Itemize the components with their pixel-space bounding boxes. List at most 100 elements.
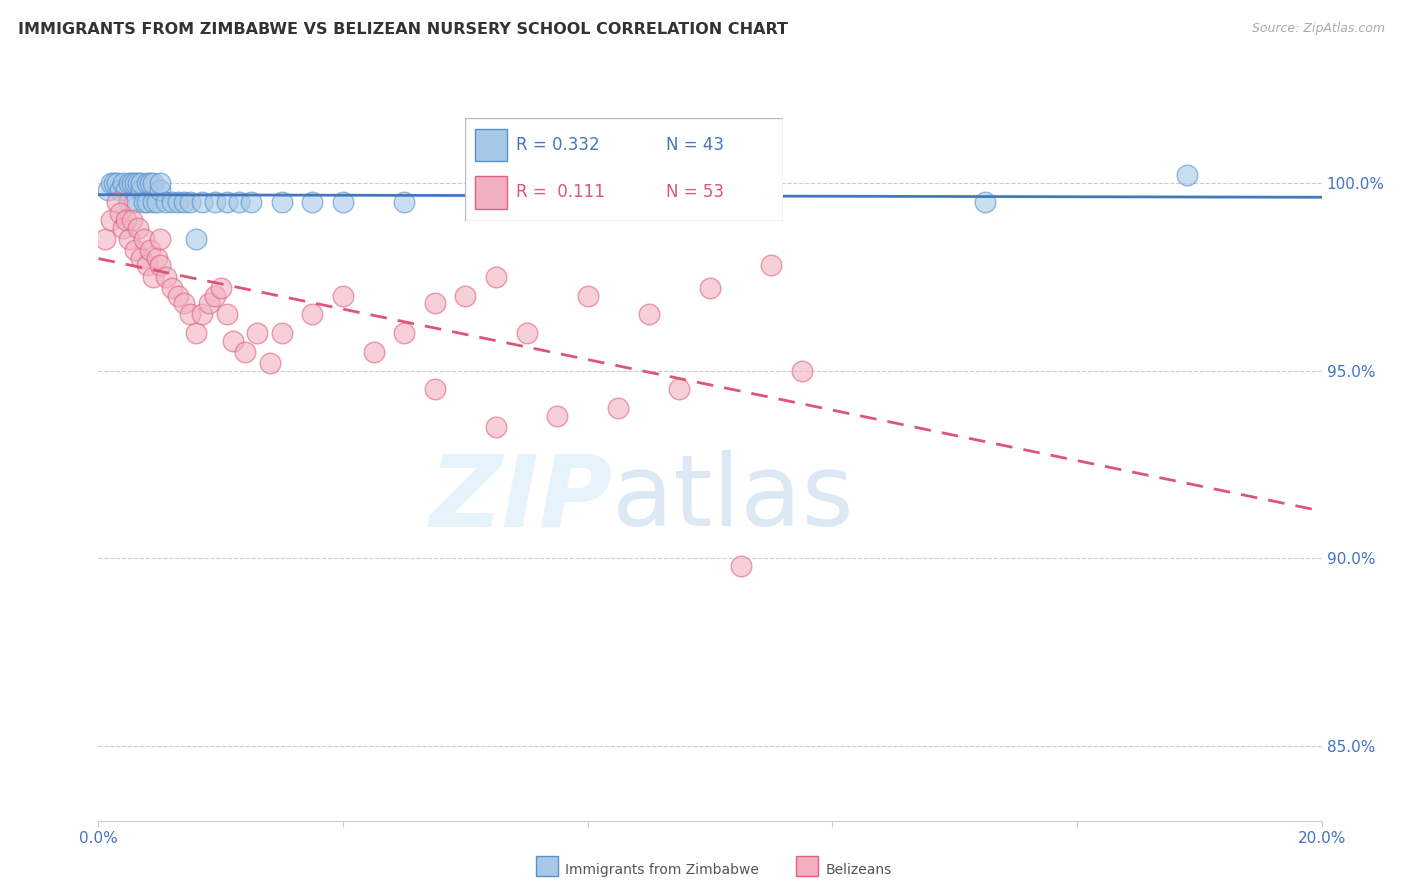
Point <box>103 176 125 190</box>
Point <box>485 269 508 284</box>
Point <box>124 176 146 190</box>
Point <box>155 269 177 284</box>
Point <box>97 184 120 198</box>
Point <box>173 194 195 209</box>
Point <box>115 184 138 198</box>
Point <box>638 194 661 209</box>
Point <box>270 326 294 340</box>
Point <box>301 194 323 209</box>
Point <box>136 259 159 273</box>
Point <box>118 232 141 246</box>
Point <box>392 326 416 340</box>
Point <box>607 401 630 415</box>
Point <box>108 206 131 220</box>
Point <box>668 382 690 396</box>
Point <box>129 184 152 198</box>
Point <box>233 344 256 359</box>
Point <box>142 269 165 284</box>
Text: Belizeans: Belizeans <box>825 863 891 877</box>
Point <box>149 259 172 273</box>
Point <box>546 409 568 423</box>
Point <box>179 194 201 209</box>
Point <box>121 176 143 190</box>
Point <box>516 326 538 340</box>
Point <box>100 176 122 190</box>
Point <box>142 194 165 209</box>
Point <box>423 382 446 396</box>
Point <box>100 213 122 227</box>
Text: Source: ZipAtlas.com: Source: ZipAtlas.com <box>1251 22 1385 36</box>
Point <box>127 176 149 190</box>
Text: Immigrants from Zimbabwe: Immigrants from Zimbabwe <box>565 863 759 877</box>
Point <box>149 232 172 246</box>
Point <box>124 244 146 258</box>
Point <box>108 184 131 198</box>
Point <box>215 194 238 209</box>
Text: ZIP: ZIP <box>429 450 612 548</box>
Point <box>454 288 477 302</box>
Point <box>129 251 152 265</box>
Point <box>160 194 183 209</box>
Point <box>222 334 245 348</box>
Point <box>111 221 134 235</box>
Point <box>363 344 385 359</box>
FancyBboxPatch shape <box>536 856 558 876</box>
Point <box>576 288 599 302</box>
Point <box>124 194 146 209</box>
Point <box>136 176 159 190</box>
Point <box>93 232 115 246</box>
Point <box>228 194 250 209</box>
Point <box>638 307 661 321</box>
Point <box>149 176 172 190</box>
Point <box>167 288 190 302</box>
Point <box>118 176 141 190</box>
Point <box>105 194 128 209</box>
Point <box>115 213 138 227</box>
Point <box>240 194 263 209</box>
Point <box>191 194 214 209</box>
Point <box>142 176 165 190</box>
Point <box>485 194 508 209</box>
Point <box>145 194 167 209</box>
Point <box>204 194 226 209</box>
Text: atlas: atlas <box>612 450 853 548</box>
Point <box>204 288 226 302</box>
Point <box>485 419 508 434</box>
Point <box>105 176 128 190</box>
Point <box>134 194 156 209</box>
Point <box>301 307 323 321</box>
Point <box>149 184 172 198</box>
Point <box>1175 169 1198 183</box>
Point <box>160 281 183 295</box>
Point <box>215 307 238 321</box>
Point <box>259 356 281 370</box>
Point <box>209 281 232 295</box>
Point <box>111 176 134 190</box>
Point <box>134 232 156 246</box>
Point <box>155 194 177 209</box>
Point <box>186 326 208 340</box>
Point <box>179 307 201 321</box>
FancyBboxPatch shape <box>796 856 818 876</box>
Point <box>129 176 152 190</box>
Point <box>136 194 159 209</box>
Point <box>332 194 354 209</box>
Point <box>197 296 219 310</box>
Point <box>790 363 813 377</box>
Point <box>974 194 997 209</box>
Point <box>167 194 190 209</box>
Point <box>423 296 446 310</box>
Point <box>186 232 208 246</box>
Point <box>139 176 162 190</box>
Point <box>173 296 195 310</box>
Point <box>139 244 162 258</box>
Point <box>121 213 143 227</box>
Point <box>191 307 214 321</box>
Point <box>118 194 141 209</box>
Point <box>392 194 416 209</box>
Point <box>246 326 269 340</box>
Point <box>699 281 721 295</box>
Point <box>332 288 354 302</box>
Point <box>127 221 149 235</box>
Text: IMMIGRANTS FROM ZIMBABWE VS BELIZEAN NURSERY SCHOOL CORRELATION CHART: IMMIGRANTS FROM ZIMBABWE VS BELIZEAN NUR… <box>18 22 789 37</box>
